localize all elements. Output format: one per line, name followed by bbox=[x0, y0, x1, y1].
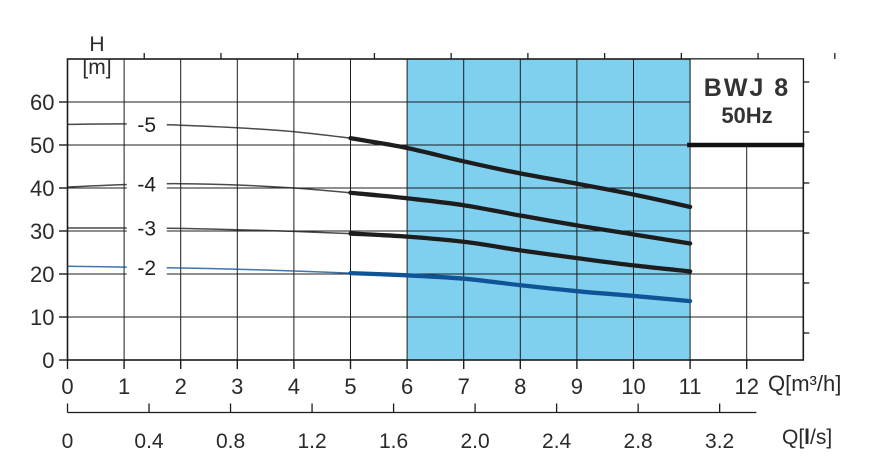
curve-label-bg bbox=[126, 216, 167, 241]
plot-border bbox=[66, 58, 805, 361]
y-tick-label: 50 bbox=[30, 133, 54, 158]
y-tick-label: 30 bbox=[30, 219, 54, 244]
y-tick-label: 0 bbox=[42, 348, 54, 373]
x2-tick-label: 3.2 bbox=[705, 430, 734, 453]
model-box: BWJ 8 50Hz bbox=[691, 61, 803, 141]
x-tick-label: 4 bbox=[288, 374, 300, 399]
x2-tick-label: 2.0 bbox=[460, 430, 489, 453]
x2-axis-title: Q[l/s] bbox=[782, 426, 832, 450]
curve--2-bold bbox=[348, 270, 693, 304]
curve-label--2: -2 bbox=[137, 257, 156, 280]
y-axis-title-unit: [m] bbox=[82, 56, 112, 79]
x2-axis-title-unit: l bbox=[804, 426, 811, 449]
x-tick-label: 9 bbox=[571, 374, 583, 399]
x-tick-label: 8 bbox=[514, 374, 526, 399]
x-tick-label: 5 bbox=[344, 374, 356, 399]
y-tick-label: 40 bbox=[30, 176, 54, 201]
curve-label--3: -3 bbox=[137, 218, 156, 241]
curve--5-bold bbox=[348, 135, 693, 210]
x2-tick-label: 1.6 bbox=[379, 430, 408, 453]
x-tick-label: 0 bbox=[61, 374, 73, 399]
x2-tick-label: 0.8 bbox=[216, 430, 245, 453]
model-frequency: 50Hz bbox=[721, 102, 773, 128]
x-tick-label: 6 bbox=[401, 374, 413, 399]
x2-axis-title-suffix: /s] bbox=[810, 426, 833, 449]
y-tick-label: 20 bbox=[30, 262, 54, 287]
x-axis-title: Q[m³/h] bbox=[768, 371, 842, 396]
x2-tick-label: 0 bbox=[62, 430, 74, 453]
x-tick-label: 1 bbox=[118, 374, 130, 399]
curve-label-bg bbox=[126, 255, 167, 280]
curve--2-thin bbox=[67, 265, 351, 274]
curve--3-thin bbox=[67, 227, 351, 235]
y-tick-label: 60 bbox=[30, 90, 54, 115]
x2-axis-title-prefix: Q[ bbox=[782, 426, 805, 449]
curve-label-bg bbox=[126, 112, 167, 137]
highlight-region bbox=[407, 59, 691, 360]
x2-tick-label: 2.4 bbox=[542, 430, 572, 453]
x-tick-label: 11 bbox=[679, 374, 702, 399]
x2-tick-label: 1.2 bbox=[297, 430, 326, 453]
curve--3-bold bbox=[348, 231, 693, 274]
x-tick-label: 2 bbox=[175, 374, 187, 399]
x2-tick-label: 2.8 bbox=[624, 430, 653, 453]
y-axis-title-symbol: H bbox=[89, 33, 105, 56]
curve--5-thin bbox=[67, 123, 351, 139]
x-tick-label: 7 bbox=[458, 374, 470, 399]
curve-label--4: -4 bbox=[137, 174, 156, 197]
x-tick-label: 10 bbox=[621, 374, 645, 399]
x-tick-label: 12 bbox=[734, 374, 758, 399]
y-tick-label: 10 bbox=[30, 305, 54, 330]
x-tick-label: 3 bbox=[231, 374, 243, 399]
model-name: BWJ 8 bbox=[703, 73, 791, 102]
curve-label-bg bbox=[126, 172, 167, 197]
curve--4-bold bbox=[348, 190, 693, 246]
curve--4-thin bbox=[67, 182, 351, 194]
x2-tick-label: 0.4 bbox=[134, 430, 164, 453]
curve-label--5: -5 bbox=[137, 114, 156, 137]
model-box-frame bbox=[689, 58, 804, 146]
